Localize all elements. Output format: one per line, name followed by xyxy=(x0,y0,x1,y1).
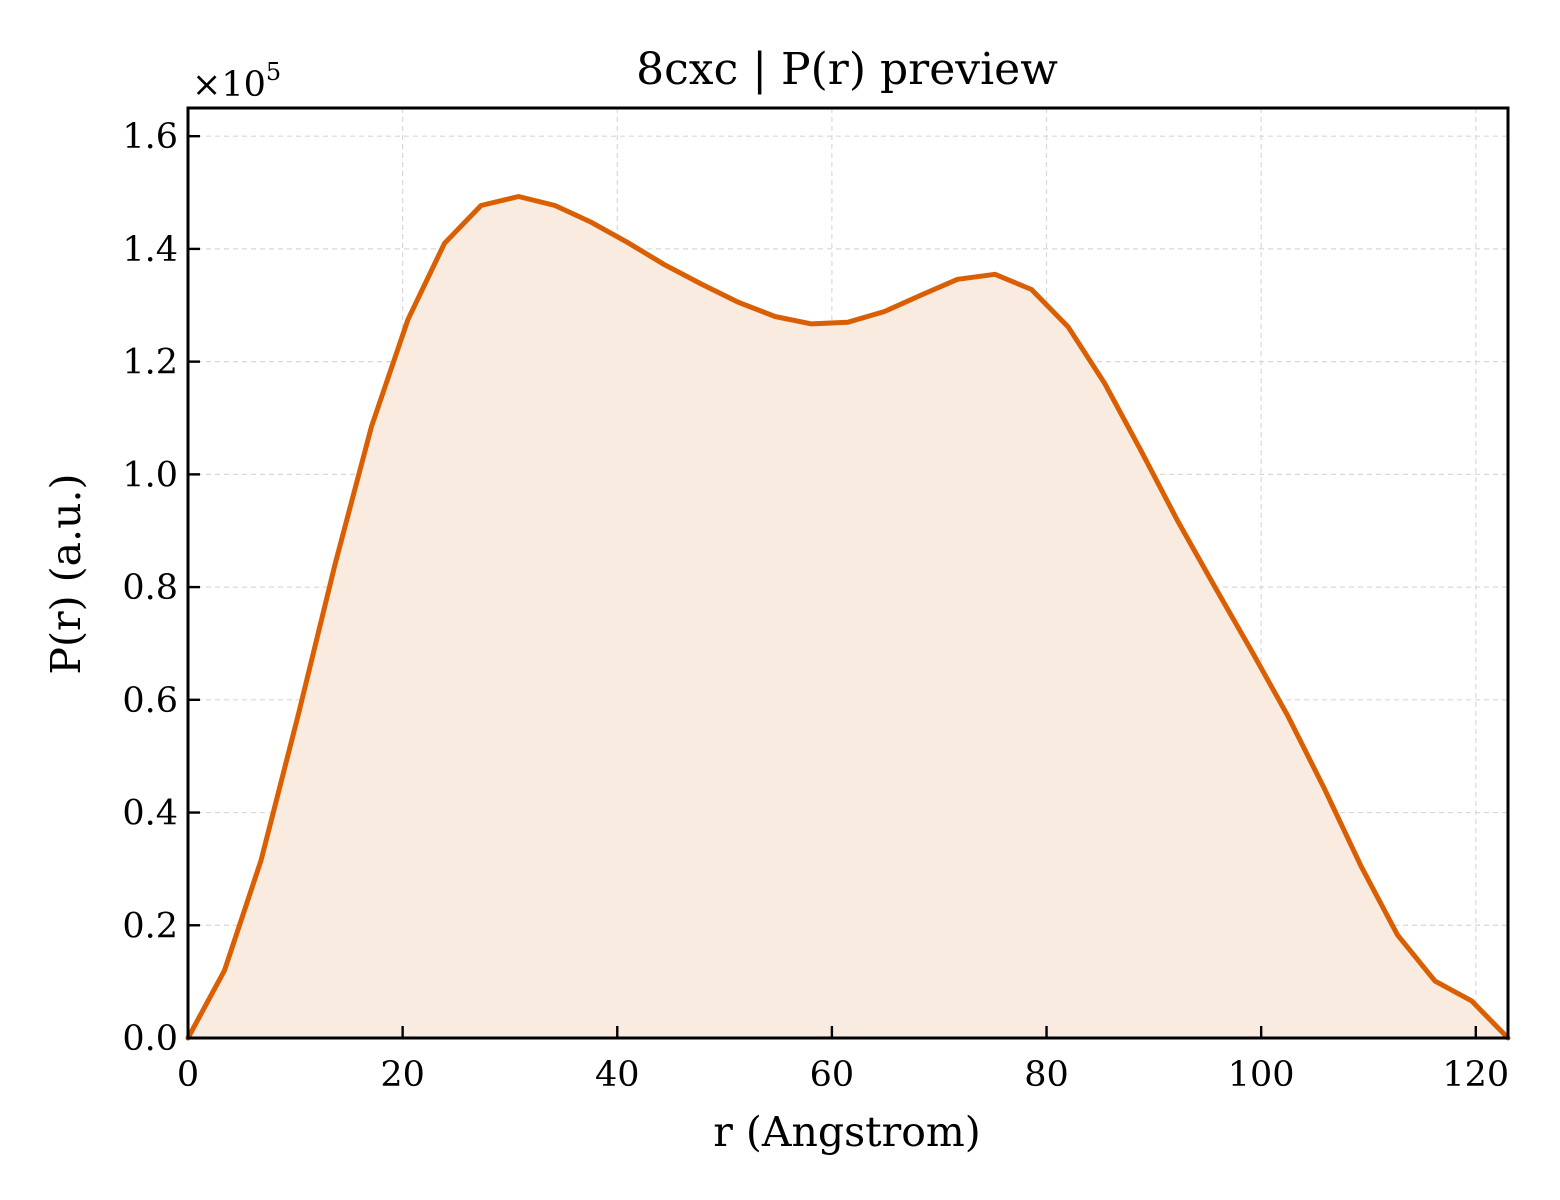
series-area-layer xyxy=(188,196,1508,1038)
y-multiplier-base: ×10 xyxy=(192,65,266,105)
series-line-layer xyxy=(185,194,1511,1041)
y-tick-label: 0.0 xyxy=(122,1019,178,1059)
y-axis-label: P(r) (a.u.) xyxy=(42,473,90,674)
x-tick-label: 0 xyxy=(177,1055,199,1095)
y-tick-label: 1.6 xyxy=(122,117,178,157)
x-tick-label: 20 xyxy=(380,1055,425,1095)
y-tick-label: 0.2 xyxy=(122,906,178,946)
y-axis-multiplier: ×105 xyxy=(192,58,281,105)
series-line xyxy=(185,194,1511,1041)
y-tick-label: 1.0 xyxy=(122,455,178,495)
x-axis-label: r (Angstrom) xyxy=(713,1108,981,1156)
x-tick-label: 80 xyxy=(1024,1055,1069,1095)
ticks: 0 20 40 60 80 100 120 0.0 0.2 0.4 0.6 0.8 1.0 1.2 1.4 1… xyxy=(122,117,1509,1095)
x-tick-label: 120 xyxy=(1442,1055,1509,1095)
x-tick-label: 40 xyxy=(595,1055,640,1095)
x-tick-label: 100 xyxy=(1228,1055,1295,1095)
plot-frame xyxy=(186,106,1510,1040)
y-tick-label: 0.4 xyxy=(122,794,178,834)
y-multiplier-exponent: 5 xyxy=(266,58,281,86)
y-tick-label: 1.4 xyxy=(122,230,178,270)
x-tick-label: 60 xyxy=(810,1055,855,1095)
y-tick-label: 0.6 xyxy=(122,681,178,721)
y-tick-label: 0.8 xyxy=(122,568,178,608)
chart-title: 8cxc | P(r) preview xyxy=(636,44,1058,95)
series-area-fill xyxy=(188,196,1508,1038)
y-tick-label: 1.2 xyxy=(122,343,178,383)
